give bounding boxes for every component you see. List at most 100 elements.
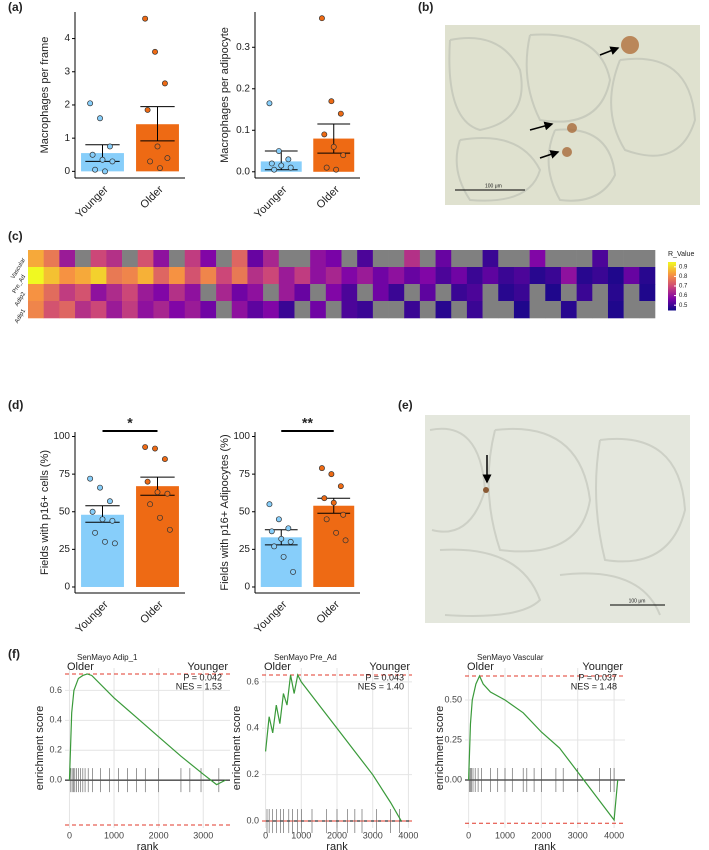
heatmap-cell xyxy=(43,301,60,319)
bar xyxy=(260,537,302,587)
data-point xyxy=(87,100,94,107)
data-point xyxy=(285,156,292,163)
data-point xyxy=(106,143,113,150)
colorbar-step xyxy=(668,298,676,301)
heatmap-cell xyxy=(388,284,405,302)
y-tick-label: 0 xyxy=(244,582,250,593)
heatmap-cell xyxy=(466,284,483,302)
heatmap-cell xyxy=(529,250,546,268)
x-tick-label: Older xyxy=(138,598,166,626)
colorbar-step xyxy=(668,272,676,275)
data-point xyxy=(271,166,278,173)
heatmap-cell xyxy=(106,301,123,319)
heatmap-cell xyxy=(435,301,452,319)
heatmap-cell xyxy=(498,267,515,285)
data-point xyxy=(268,528,275,535)
heatmap-cell xyxy=(90,301,107,319)
data-point xyxy=(152,445,158,452)
y-tick-label: 25 xyxy=(59,544,71,555)
chart-title: SenMayo Pre_Ad xyxy=(274,653,337,662)
data-point xyxy=(87,475,94,482)
data-point xyxy=(161,456,168,463)
heatmap-cell xyxy=(341,284,358,302)
heatmap-cell xyxy=(357,284,374,302)
heatmap-cell xyxy=(106,267,123,285)
heatmap-cell xyxy=(435,250,452,268)
heatmap-cell xyxy=(153,267,170,285)
x-tick-label: 2000 xyxy=(531,830,551,840)
heatmap-cell xyxy=(419,250,436,268)
heatmap-cell xyxy=(513,250,530,268)
y-axis-label: Macrophages per frame xyxy=(39,37,51,154)
data-point xyxy=(266,501,273,508)
heatmap-cell xyxy=(639,284,656,302)
enrichment-line xyxy=(468,674,619,822)
heatmap-cell xyxy=(529,267,546,285)
heatmap-cell xyxy=(592,267,609,285)
y-tick-label: 0.4 xyxy=(246,723,259,733)
colorbar-step xyxy=(668,286,676,289)
heatmap-cell xyxy=(169,301,186,319)
y-tick-label: 4 xyxy=(64,33,70,44)
data-point xyxy=(102,168,108,175)
data-point xyxy=(161,80,168,87)
heatmap-cell xyxy=(623,301,640,319)
colorbar-step xyxy=(668,282,676,285)
data-point xyxy=(164,155,171,162)
colorbar-step xyxy=(668,302,676,305)
heatmap-cell xyxy=(482,267,499,285)
colorbar-step xyxy=(668,264,676,267)
heatmap-cell xyxy=(372,301,389,319)
heatmap-cell xyxy=(231,250,248,268)
heatmap-cell xyxy=(200,250,217,268)
chart-title: SenMayo Adip_1 xyxy=(77,653,138,662)
x-tick-label: 2000 xyxy=(327,830,347,840)
heatmap-cell xyxy=(419,267,436,285)
heatmap-cell xyxy=(122,301,139,319)
y-axis-label: Fields with p16+ cells (%) xyxy=(39,450,51,575)
heatmap-cell xyxy=(388,250,405,268)
heatmap-cell xyxy=(43,250,60,268)
heatmap-cell xyxy=(247,284,264,302)
heatmap-cell xyxy=(75,284,91,302)
heatmap-cell xyxy=(576,267,593,285)
data-point xyxy=(285,525,292,532)
y-tick-label: 0.6 xyxy=(246,676,259,686)
x-axis-label: rank xyxy=(534,841,556,850)
data-point xyxy=(147,501,154,508)
heatmap-cell xyxy=(231,267,248,285)
heatmap-cell xyxy=(623,267,640,285)
group-label: Older xyxy=(264,661,291,673)
heatmap-cell xyxy=(310,284,327,302)
data-point xyxy=(323,516,330,523)
heatmap-cell xyxy=(90,267,107,285)
data-point xyxy=(318,465,325,472)
data-point xyxy=(144,106,151,113)
heatmap-cell xyxy=(451,250,468,268)
heatmap-cell xyxy=(28,250,44,268)
heatmap-cell xyxy=(278,301,295,319)
colorbar-step xyxy=(668,280,676,283)
data-point xyxy=(102,538,108,545)
y-tick-label: 0.2 xyxy=(236,83,250,94)
data-point xyxy=(323,164,330,171)
heatmap-cell xyxy=(372,267,389,285)
heatmap-cell xyxy=(388,301,405,319)
x-tick-label: 0 xyxy=(263,830,268,840)
heatmap-cell xyxy=(278,267,295,285)
bar xyxy=(81,514,124,587)
heatmap-cell xyxy=(560,250,577,268)
y-tick-label: 100 xyxy=(233,431,250,442)
colorbar-step xyxy=(668,300,676,303)
x-tick-label: 1000 xyxy=(104,830,124,840)
heatmap-cell xyxy=(388,267,405,285)
heatmap-cell xyxy=(216,301,233,319)
data-point xyxy=(266,100,273,107)
y-tick-label: 0.6 xyxy=(49,685,62,695)
heatmap-cell xyxy=(404,267,421,285)
row-label: Adip1 xyxy=(14,308,27,325)
stat-label: NES = 1.48 xyxy=(571,681,617,691)
heatmap-cell xyxy=(498,301,515,319)
data-point xyxy=(157,165,163,171)
y-tick-label: 50 xyxy=(59,506,71,517)
